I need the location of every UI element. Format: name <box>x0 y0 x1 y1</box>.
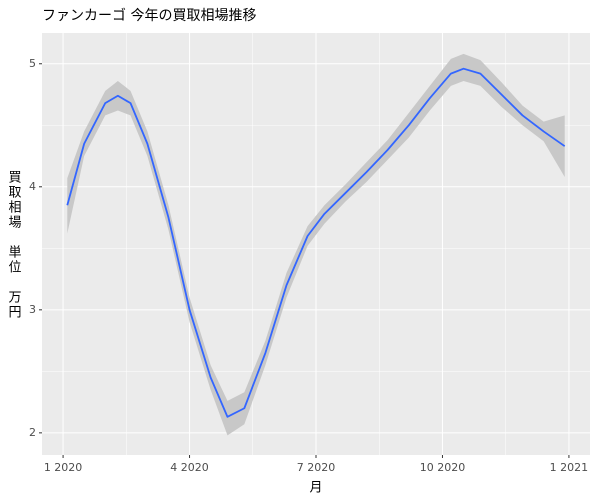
x-tick-label: 1 2021 <box>550 461 589 474</box>
x-axis-title: 月 <box>309 481 322 496</box>
y-tick-label: 2 <box>29 426 36 439</box>
confidence-band <box>67 53 565 436</box>
y-tick-label: 4 <box>29 180 36 193</box>
x-tick-label: 4 2020 <box>170 461 209 474</box>
x-tick-label: 7 2020 <box>297 461 336 474</box>
y-axis-title: 買取相場 単位 万円 <box>6 170 22 320</box>
y-tick-label: 3 <box>29 303 36 316</box>
y-tick-label: 5 <box>29 57 36 70</box>
x-tick-label: 1 2020 <box>44 461 83 474</box>
chart-title: ファンカーゴ 今年の買取相場推移 <box>42 7 256 24</box>
smooth-line <box>66 67 566 418</box>
x-tick-label: 10 2020 <box>420 461 466 474</box>
